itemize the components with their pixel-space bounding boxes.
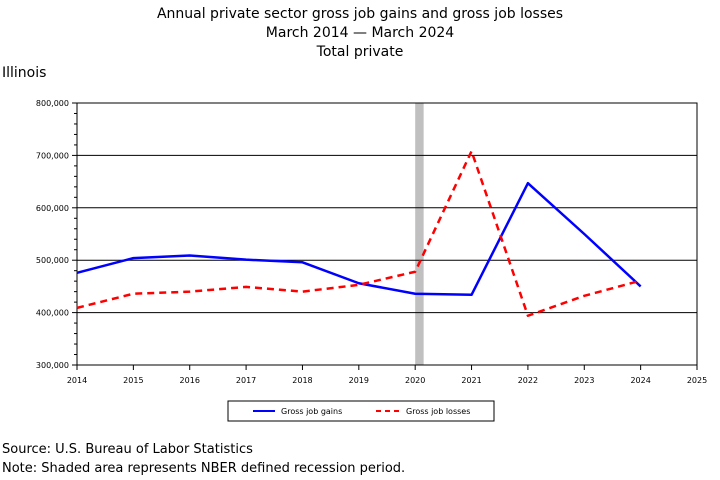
y-tick-label: 600,000 [36,204,69,213]
legend-box [227,400,495,422]
recession-note: Note: Shaded area represents NBER define… [2,461,406,476]
chart-subtitle: Total private [316,44,404,60]
gridlines [77,154,697,314]
x-tick-label: 2020 [405,376,425,385]
y-tick-label: 800,000 [36,99,69,108]
source-note: Source: U.S. Bureau of Labor Statistics [2,442,253,457]
x-tick-label: 2014 [67,376,87,385]
x-tick-label: 2017 [236,376,256,385]
x-tick-label: 2019 [349,376,369,385]
legend-label-gross-job-losses: Gross job losses [406,407,470,416]
plot-area-frame [76,102,698,366]
legend-label-gross-job-gains: Gross job gains [281,407,342,416]
recession-shading [415,103,424,365]
x-tick-label: 2025 [687,376,707,385]
x-tick-label: 2021 [461,376,481,385]
legend: Gross job gains Gross job losses [227,400,495,422]
x-axis: 2014 2015 2016 2017 2018 2019 2020 2021 2022 2023… [67,365,707,385]
series-line-gross-job-gains [76,181,642,297]
chart-date-range: March 2014 — March 2024 [265,25,455,41]
x-tick-label: 2018 [292,376,312,385]
chart-title: Annual private sector gross job gains an… [156,6,564,22]
recession-shading-layer [415,103,424,365]
x-tick-label: 2024 [630,376,650,385]
region-label: Illinois [2,65,47,81]
series-layer [76,149,642,317]
x-tick-label: 2015 [123,376,143,385]
y-axis: 300,000 400,000 500,000 600,000 700,000 800,0… [36,99,77,370]
x-tick-label: 2022 [518,376,538,385]
y-tick-label: 500,000 [36,256,69,265]
x-tick-label: 2016 [180,376,200,385]
y-tick-label: 400,000 [36,309,69,318]
y-tick-label: 300,000 [36,361,69,370]
y-tick-label: 700,000 [36,151,69,160]
series-line-gross-job-losses [76,149,641,317]
x-tick-label: 2023 [574,376,594,385]
